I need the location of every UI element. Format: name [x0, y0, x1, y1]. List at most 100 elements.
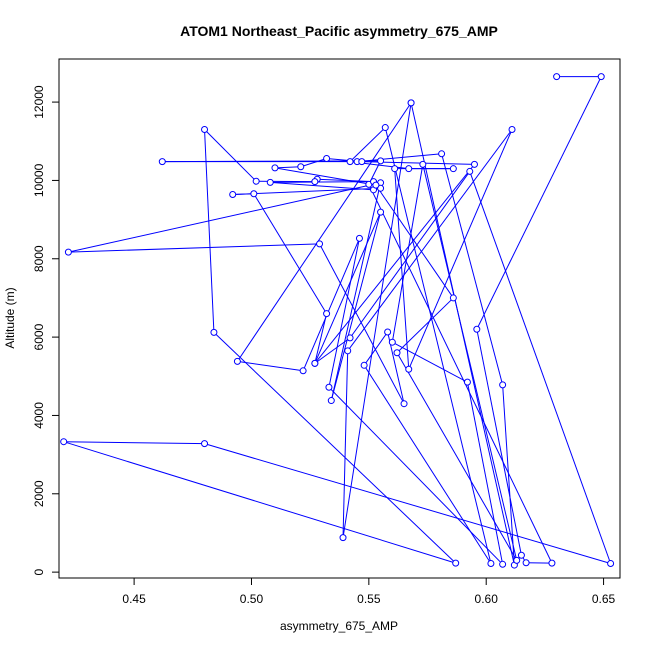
series-segment — [363, 331, 389, 366]
x-tick-label: 0.65 — [592, 592, 616, 606]
series-segment — [357, 153, 442, 163]
series-segment — [300, 158, 327, 168]
series-segment — [63, 441, 205, 445]
x-tick-label: 0.55 — [357, 592, 381, 606]
data-point — [233, 357, 241, 365]
data-point — [393, 349, 401, 357]
data-point — [388, 338, 396, 346]
series-segment — [314, 337, 351, 364]
data-point — [323, 154, 331, 162]
series-segment — [349, 171, 471, 339]
series-segment — [236, 102, 412, 362]
data-point — [548, 559, 556, 567]
data-point — [323, 310, 331, 318]
series-segment — [375, 184, 454, 299]
data-point — [513, 556, 521, 564]
data-point — [229, 191, 237, 199]
series-segment — [441, 153, 504, 386]
x-tick-label: 0.60 — [475, 592, 499, 606]
series-segment — [68, 182, 381, 253]
data-point — [407, 99, 415, 107]
series-segment — [253, 193, 328, 314]
data-point — [419, 160, 427, 168]
data-point — [607, 560, 615, 568]
data-point — [508, 126, 516, 134]
series-segment — [328, 238, 360, 388]
series-segment — [384, 127, 492, 564]
data-point — [266, 178, 274, 186]
data-point — [377, 184, 385, 192]
data-point — [346, 158, 354, 166]
series-segment — [422, 164, 518, 561]
y-tick-label: 12000 — [32, 85, 46, 119]
series-segment — [328, 386, 503, 565]
y-tick-label: 0 — [32, 568, 46, 575]
data-point — [299, 367, 307, 375]
data-point — [381, 124, 389, 132]
series-segment — [408, 129, 513, 370]
series-segment — [274, 166, 301, 169]
data-point — [438, 150, 446, 158]
plot-frame — [58, 58, 621, 579]
data-point — [449, 165, 457, 173]
data-point — [466, 167, 474, 175]
series-segment — [237, 360, 304, 372]
data-point — [360, 361, 368, 369]
y-tick-label: 4000 — [32, 402, 46, 429]
data-point — [473, 325, 481, 333]
data-point — [201, 440, 209, 448]
data-point — [377, 157, 385, 165]
series-points — [60, 73, 615, 569]
data-point — [311, 359, 319, 367]
series-segment — [302, 238, 360, 371]
data-point — [377, 208, 385, 216]
series-segment — [270, 181, 374, 191]
data-point — [400, 400, 408, 408]
series-segment — [394, 168, 410, 370]
data-point — [449, 294, 457, 302]
series-segment — [392, 341, 468, 383]
chart-title: ATOM1 Northeast_Pacific asymmetry_675_AM… — [180, 23, 498, 39]
data-point — [297, 163, 305, 171]
x-tick-label: 0.45 — [122, 592, 146, 606]
data-point — [452, 559, 460, 567]
series-segment — [476, 329, 522, 556]
series-segment — [319, 243, 405, 404]
data-point — [499, 560, 507, 568]
data-point — [210, 328, 218, 336]
series-lines — [63, 76, 612, 566]
data-point — [64, 248, 72, 256]
data-point — [60, 438, 68, 446]
series-segment — [213, 332, 457, 564]
y-tick-label: 2000 — [32, 480, 46, 507]
series-segment — [68, 243, 320, 253]
data-point — [201, 126, 209, 134]
y-axis: 0 2000 4000 6000 8000 10000 12000 — [32, 85, 59, 575]
data-point — [252, 177, 260, 185]
data-point — [499, 381, 507, 389]
data-point — [271, 164, 279, 172]
data-point — [158, 158, 166, 166]
series-segment — [391, 164, 424, 343]
series-segment — [314, 211, 382, 364]
series-segment — [314, 164, 475, 364]
series-segment — [347, 129, 513, 352]
x-axis: 0.45 0.50 0.55 0.60 0.65 — [122, 578, 616, 606]
data-point — [358, 158, 366, 166]
series-segment — [466, 382, 504, 565]
series-segment — [363, 365, 492, 564]
series-segment — [204, 129, 215, 333]
x-axis-label: asymmetry_675_AMP — [280, 619, 398, 633]
data-point — [325, 383, 333, 391]
x-tick-label: 0.50 — [240, 592, 264, 606]
y-tick-label: 8000 — [32, 245, 46, 272]
series-segment — [469, 171, 612, 564]
series-segment — [396, 352, 518, 561]
data-point — [327, 397, 335, 405]
data-point — [487, 560, 495, 568]
data-point — [597, 73, 605, 81]
series-segment — [349, 127, 386, 162]
data-point — [463, 378, 471, 386]
y-axis-label: Altitude (m) — [3, 287, 17, 348]
